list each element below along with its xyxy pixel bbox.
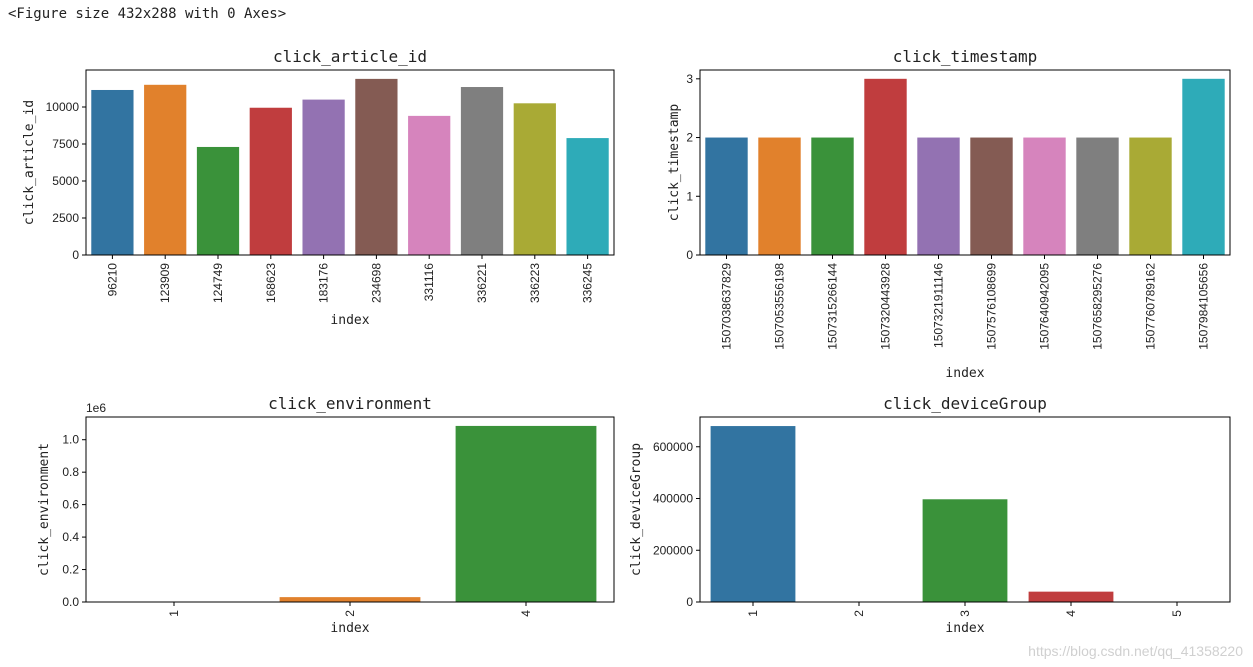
x-tick-label-183176: 183176 (317, 263, 331, 303)
x-tick-label-3: 3 (958, 610, 972, 617)
x-axis-label: index (945, 366, 984, 381)
y-axis-label: click_environment (37, 443, 52, 576)
x-tick-label-1507576108699: 1507576108699 (985, 263, 999, 350)
x-tick-label-168623: 168623 (264, 263, 278, 303)
x-tick-label-336223: 336223 (528, 263, 542, 303)
y-tick-label: 0 (686, 248, 693, 262)
y-tick-label: 0 (72, 248, 79, 262)
bar-1507315266144 (811, 137, 854, 255)
y-axis-label: click_timestamp (667, 104, 682, 222)
bar-1507576108699 (970, 137, 1013, 255)
y-tick-label: 2500 (52, 211, 79, 225)
bar-1507760789162 (1129, 137, 1172, 255)
y-tick-label: 7500 (52, 137, 79, 151)
x-tick-label-1507315266144: 1507315266144 (826, 263, 840, 350)
y-tick-label: 1 (686, 189, 693, 203)
bar-1507038637829 (705, 137, 748, 255)
x-tick-label-1507053556198: 1507053556198 (773, 263, 787, 350)
bar-3 (922, 499, 1008, 602)
bar-168623 (249, 107, 292, 256)
chart-title: click_article_id (273, 47, 427, 66)
y-axis-label: click_deviceGroup (629, 443, 644, 576)
y-tick-label: 0.2 (62, 563, 79, 577)
figure-caption: <Figure size 432x288 with 0 Axes> (8, 6, 287, 22)
chart-title: click_environment (268, 394, 432, 413)
y-tick-label: 0.0 (62, 595, 79, 609)
bar-4 (455, 425, 597, 602)
y-tick-label: 600000 (653, 440, 693, 454)
y-tick-label: 2 (686, 131, 693, 145)
bar-331116 (408, 115, 451, 255)
x-tick-label-1507984105656: 1507984105656 (1197, 263, 1211, 350)
chart-title: click_timestamp (893, 47, 1038, 66)
y-tick-label: 400000 (653, 492, 693, 506)
y-tick-label: 3 (686, 72, 693, 86)
y-tick-label: 1.0 (62, 433, 79, 447)
x-axis-label: index (330, 621, 369, 636)
bar-124749 (196, 146, 240, 255)
x-tick-label-123909: 123909 (158, 263, 172, 303)
y-tick-label: 200000 (653, 543, 693, 557)
bar-336221 (460, 87, 504, 256)
chart-click-timestamp: 0 1 2 3 1507038637829 1507053556198 1507315266… (667, 47, 1231, 381)
x-tick-label-124749: 124749 (211, 263, 225, 303)
bar-1507053556198 (758, 137, 801, 255)
x-tick-label-331116: 331116 (422, 263, 436, 302)
bar-1507321911146 (917, 137, 960, 255)
bar-234698 (355, 78, 398, 255)
bar-1507984105656 (1182, 78, 1225, 255)
bar-183176 (302, 99, 345, 255)
chart-click-devicegroup: 0 200000 400000 600000 1 2 3 4 5 click_deviceGrou… (629, 394, 1231, 636)
y-tick-label: 0 (686, 595, 693, 609)
x-tick-label-1507320443928: 1507320443928 (879, 263, 893, 350)
bar-1507320443928 (864, 78, 907, 255)
y-tick-label: 0.4 (62, 530, 79, 544)
x-axis-label: index (945, 621, 984, 636)
x-tick-label-234698: 234698 (369, 263, 383, 303)
x-tick-label-4: 4 (1064, 610, 1078, 617)
x-tick-label-2: 2 (343, 610, 357, 617)
axes-frame (85, 69, 615, 256)
y-tick-label: 0.6 (62, 498, 79, 512)
x-tick-label-1507760789162: 1507760789162 (1144, 263, 1158, 350)
x-tick-label-1507038637829: 1507038637829 (720, 263, 734, 350)
y-tick-label: 5000 (52, 174, 79, 188)
x-tick-label-1: 1 (167, 610, 181, 617)
x-tick-label-336221: 336221 (475, 263, 489, 303)
x-tick-label-5: 5 (1170, 610, 1184, 617)
axes-frame (699, 69, 1231, 256)
y-tick-label: 10000 (46, 100, 80, 114)
y-axis-label: click_article_id (22, 100, 37, 225)
x-tick-label-2: 2 (852, 610, 866, 617)
bar-123909 (144, 84, 187, 255)
x-axis-label: index (330, 313, 369, 328)
bar-4 (1028, 591, 1114, 602)
x-tick-label-96210: 96210 (105, 263, 119, 297)
chart-click-environment: 0.0 0.2 0.4 0.6 0.8 1.0 1 2 4 click_environmentin… (37, 394, 615, 636)
x-tick-label-336245: 336245 (581, 263, 595, 303)
y-offset-text: 1e6 (86, 401, 106, 415)
bar-1 (710, 426, 796, 602)
x-tick-label-1507640942095: 1507640942095 (1038, 263, 1052, 350)
bar-1507640942095 (1023, 137, 1066, 255)
x-tick-label-4: 4 (519, 610, 533, 617)
chart-title: click_deviceGroup (883, 394, 1047, 413)
x-tick-label-1: 1 (746, 610, 760, 617)
x-tick-label-1507321911146: 1507321911146 (932, 263, 946, 348)
bar-336223 (513, 103, 556, 255)
y-tick-label: 0.8 (62, 465, 79, 479)
bar-336245 (566, 138, 609, 255)
bar-2 (279, 597, 421, 602)
bar-1507658295276 (1076, 137, 1119, 255)
watermark: https://blog.csdn.net/qq_41358220 (1028, 643, 1243, 659)
bar-96210 (91, 89, 134, 255)
x-tick-label-1507658295276: 1507658295276 (1091, 263, 1105, 350)
chart-click-article-id: 0 2500 5000 7500 10000 96210 123909 124749 16862… (22, 47, 615, 328)
